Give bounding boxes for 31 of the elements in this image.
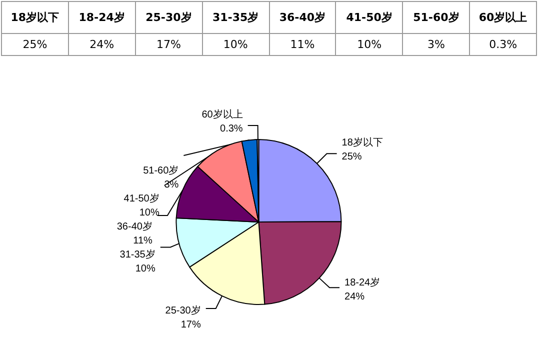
category-label: 36-40岁: [279, 11, 326, 24]
text: 10%: [223, 38, 248, 51]
text: 11%: [290, 38, 315, 51]
data-label: 17%: [180, 320, 201, 330]
slice-label: 51-60岁: [143, 164, 179, 176]
text: 3%: [427, 38, 445, 51]
slice-label: 41-50岁: [124, 192, 160, 204]
text: 24%: [90, 38, 114, 51]
text: 17%: [156, 38, 181, 51]
slice-label: 25-30岁: [165, 304, 201, 316]
category-label: 25-30岁: [146, 11, 192, 24]
slice-label: 18岁以下: [342, 136, 383, 148]
data-label: 10%: [139, 208, 160, 218]
category-label: 18岁以下: [10, 11, 60, 24]
data-label: 10%: [135, 264, 156, 274]
text: 10%: [357, 38, 382, 51]
category-label: 18-24岁: [78, 11, 125, 24]
slice-label: 18-24岁: [344, 276, 380, 288]
slice-label: 36-40岁: [116, 220, 152, 232]
text: 25%: [22, 38, 48, 51]
data-label: 24%: [344, 292, 365, 302]
slice-label: 60岁以上: [202, 108, 243, 120]
data-label: 25%: [342, 152, 362, 162]
category-label: 41-50岁: [346, 11, 392, 24]
slice-label: 31-35岁: [120, 248, 156, 260]
data-label: 11%: [133, 236, 153, 246]
data-label: 0.3%: [220, 123, 243, 134]
text: 0.3%: [489, 38, 518, 51]
category-label: 51-60岁: [413, 11, 460, 24]
category-label: 60岁以上: [478, 11, 528, 24]
category-label: 31-35岁: [212, 11, 259, 24]
